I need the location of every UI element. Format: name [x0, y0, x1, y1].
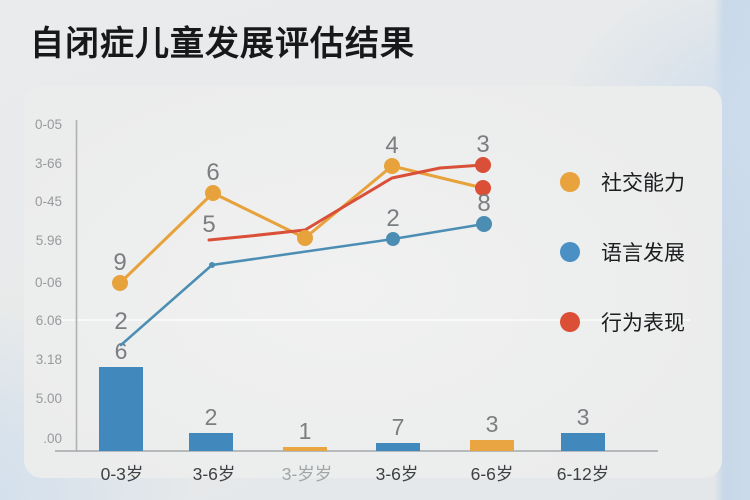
y-tick-label-1: 3-66	[35, 156, 62, 171]
series-line-behavior	[207, 163, 485, 242]
legend-label-language: 语言发展	[601, 242, 685, 265]
legend-label-social: 社交能力	[601, 172, 685, 195]
legend-dot-behavior	[560, 312, 580, 332]
bar-0	[99, 367, 143, 451]
x-tick-label-5: 6-12岁	[557, 464, 610, 484]
y-tick-label-2: 0-45	[35, 194, 62, 209]
bar-3	[376, 443, 420, 451]
series-point-social-1	[205, 185, 221, 201]
series-point-social-2	[297, 230, 313, 246]
series-point-social-4	[475, 180, 491, 196]
bar-label-0: 6	[115, 338, 128, 364]
point-label-language-2: 2	[386, 205, 399, 232]
y-tick-label-4: 0-06	[35, 275, 62, 290]
y-tick-label-0: 0-05	[35, 117, 62, 132]
y-tick-label-3: 5.96	[36, 233, 62, 248]
bar-4	[470, 440, 514, 451]
series-point-language-3	[476, 216, 492, 232]
legend-label-behavior: 行为表现	[601, 312, 685, 335]
bar-label-4: 3	[486, 411, 499, 437]
legend-dot-social	[560, 172, 580, 192]
series-line-social	[118, 164, 485, 285]
point-label-social-1: 6	[206, 159, 219, 186]
y-tick-label-8: .00	[43, 431, 62, 446]
x-tick-label-3: 3-6岁	[376, 464, 419, 484]
bar-label-2: 1	[299, 418, 312, 444]
x-tick-label-4: 6-6岁	[471, 464, 514, 484]
y-tick-label-7: 5.00	[36, 391, 62, 406]
point-label-behavior-0: 5	[202, 211, 215, 238]
series-point-behavior-6	[475, 157, 491, 173]
bar-label-5: 3	[577, 404, 590, 430]
y-tick-label-5: 6.06	[36, 313, 62, 328]
series-point-social-3	[384, 158, 400, 174]
point-label-social-3: 4	[385, 132, 398, 159]
bar-label-1: 2	[205, 404, 218, 430]
series-point-language-1	[209, 262, 215, 268]
x-tick-label-2: 3-岁岁	[282, 464, 333, 484]
page-title: 自闭症儿童发展评估结果	[30, 25, 415, 63]
x-tick-label-1: 3-6岁	[193, 464, 236, 484]
series-point-social-0	[112, 275, 128, 291]
point-label-language-3: 8	[477, 190, 490, 217]
point-label-behavior-6: 3	[476, 131, 489, 158]
bar-label-3: 7	[392, 414, 405, 440]
y-tick-label-6: 3.18	[36, 352, 62, 367]
series-line-language	[119, 222, 486, 347]
x-tick-label-0: 0-3岁	[101, 464, 144, 484]
legend-dot-language	[560, 242, 580, 262]
series-point-language-2	[386, 232, 400, 246]
point-label-language-0: 2	[114, 308, 127, 335]
bar-2	[283, 447, 327, 451]
bar-5	[561, 433, 605, 451]
bar-1	[189, 433, 233, 451]
point-label-social-0: 9	[113, 249, 126, 276]
legend-item-language: 语言发展	[560, 238, 685, 266]
legend-item-social: 社交能力	[560, 168, 685, 196]
legend-item-behavior: 行为表现	[560, 308, 685, 336]
